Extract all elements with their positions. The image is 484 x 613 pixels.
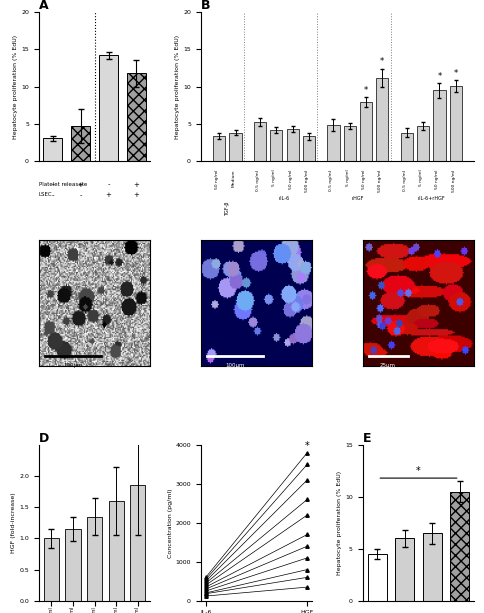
Text: 50 ng/ml: 50 ng/ml: [436, 170, 439, 189]
Bar: [44, 538, 59, 601]
Bar: [327, 125, 340, 161]
Text: 5 ng/ml: 5 ng/ml: [272, 170, 276, 186]
Bar: [433, 90, 446, 161]
Bar: [401, 132, 413, 161]
Text: 5 ng/ml: 5 ng/ml: [346, 170, 350, 186]
Text: *: *: [364, 86, 368, 94]
Text: *: *: [416, 466, 421, 476]
Bar: [229, 132, 242, 161]
Text: 0.5 ng/ml: 0.5 ng/ml: [256, 170, 260, 191]
Bar: [127, 73, 146, 161]
Bar: [344, 126, 356, 161]
Bar: [65, 529, 80, 601]
Text: 25μm: 25μm: [380, 363, 396, 368]
Text: +: +: [106, 192, 111, 198]
Y-axis label: HGF (fold-increase): HGF (fold-increase): [11, 492, 16, 553]
Bar: [360, 102, 372, 161]
Text: *: *: [305, 441, 310, 451]
Bar: [417, 126, 429, 161]
Bar: [395, 538, 414, 601]
Bar: [423, 533, 442, 601]
Text: D: D: [39, 432, 49, 445]
Bar: [130, 485, 145, 601]
Text: *: *: [438, 72, 441, 80]
Bar: [213, 136, 226, 161]
Y-axis label: Hepatocyte proliferation (% EdU): Hepatocyte proliferation (% EdU): [175, 34, 181, 139]
Text: 500 ng/ml: 500 ng/ml: [378, 170, 382, 192]
Bar: [87, 517, 102, 601]
Text: 50 ng/ml: 50 ng/ml: [215, 170, 219, 189]
Text: 0.5 ng/ml: 0.5 ng/ml: [330, 170, 333, 191]
Text: *: *: [380, 58, 384, 66]
Text: 100μm: 100μm: [63, 363, 83, 368]
Bar: [450, 492, 469, 601]
Text: rHGF: rHGF: [352, 196, 364, 202]
Text: 0.5 ng/ml: 0.5 ng/ml: [403, 170, 407, 191]
Bar: [368, 554, 387, 601]
Text: TGF-β: TGF-β: [225, 202, 230, 216]
Bar: [254, 122, 266, 161]
Text: -: -: [51, 181, 54, 188]
Y-axis label: Hepatocyte proliferation (% EdU): Hepatocyte proliferation (% EdU): [14, 34, 18, 139]
Text: *: *: [454, 69, 458, 78]
Text: -: -: [51, 192, 54, 198]
Text: +: +: [77, 181, 84, 188]
Text: +: +: [134, 181, 139, 188]
Text: 50 ng/ml: 50 ng/ml: [362, 170, 366, 189]
Y-axis label: Concentration (pg/ml): Concentration (pg/ml): [167, 488, 173, 558]
Text: -: -: [79, 192, 82, 198]
Bar: [450, 86, 462, 161]
Bar: [99, 55, 118, 161]
Text: 100μm: 100μm: [225, 363, 244, 368]
Text: rIL-6+rHGF: rIL-6+rHGF: [418, 196, 445, 202]
Text: Platelet releasate: Platelet releasate: [39, 181, 87, 186]
Bar: [376, 78, 389, 161]
Text: 5 ng/ml: 5 ng/ml: [419, 170, 423, 186]
Text: 500 ng/ml: 500 ng/ml: [305, 170, 309, 192]
Text: LSEC: LSEC: [39, 192, 52, 197]
Text: -: -: [107, 181, 110, 188]
Bar: [108, 501, 124, 601]
Text: 50 ng/ml: 50 ng/ml: [288, 170, 293, 189]
Text: E: E: [363, 432, 371, 445]
Y-axis label: Hepatocyte proliferation (% EdU): Hepatocyte proliferation (% EdU): [337, 471, 342, 575]
Text: rIL-6: rIL-6: [279, 196, 290, 202]
Text: +: +: [134, 192, 139, 198]
Bar: [287, 129, 299, 161]
Bar: [303, 136, 315, 161]
Text: A: A: [39, 0, 48, 12]
Text: B: B: [201, 0, 210, 12]
Bar: [43, 139, 62, 161]
Text: 500 ng/ml: 500 ng/ml: [452, 170, 456, 192]
Text: Medium: Medium: [231, 170, 236, 187]
Bar: [71, 126, 91, 161]
Bar: [270, 131, 283, 161]
